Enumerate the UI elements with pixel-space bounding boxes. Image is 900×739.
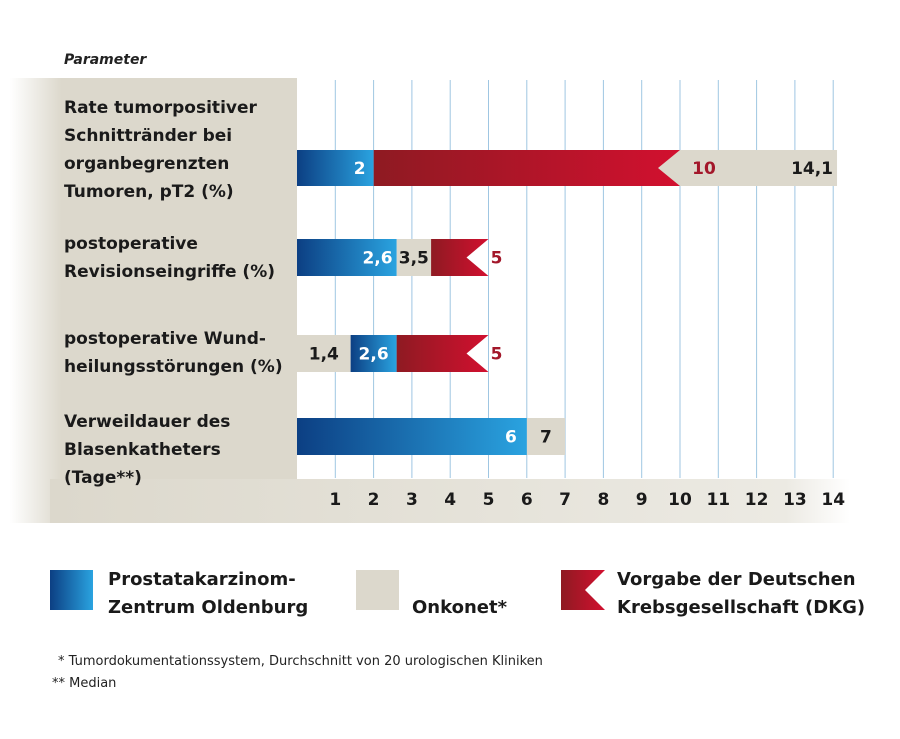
data-label-onkonet: 14,1: [791, 159, 833, 179]
category-label-2: postoperative Revisionseingriffe (%): [64, 230, 294, 286]
category-panel: [10, 78, 297, 523]
data-label-dkg: 5: [491, 345, 503, 365]
x-tick-labels: 1 2 3 4 5 6 7 8 9 10 11 12 13 14: [329, 490, 845, 510]
x-tick-label: 4: [444, 490, 456, 510]
data-label-onkonet: 1,4: [309, 345, 339, 365]
bar-onkonet: [297, 335, 351, 372]
x-tick-label: 7: [559, 490, 571, 510]
category-label-line: Verweildauer des: [64, 412, 231, 432]
x-tick-label: 11: [706, 490, 730, 510]
bar-onkonet: [396, 239, 432, 276]
category-label-line: Blasenkatheters (Tage**): [64, 440, 221, 488]
legend-swatch-oldenburg: [50, 570, 93, 610]
category-label-line: heilungsstörungen (%): [64, 357, 283, 377]
grid-lines: [334, 80, 834, 478]
legend-label-line: Vorgabe der Deutschen: [617, 569, 856, 590]
category-label-line: postoperative: [64, 234, 198, 254]
x-tick-label: 3: [406, 490, 418, 510]
category-label-line: postoperative Wund-: [64, 329, 266, 349]
category-label-1: Rate tumorpositiver Schnittränder bei or…: [64, 94, 294, 206]
legend-label-dkg: Vorgabe der Deutschen Krebsgesellschaft …: [617, 566, 865, 622]
data-label-onkonet: 3,5: [399, 249, 429, 269]
x-tick-label: 1: [329, 490, 341, 510]
legend-label-line: Zentrum Oldenburg: [108, 597, 309, 618]
category-label-line: organbegrenzten: [64, 154, 230, 174]
x-tick-label: 5: [483, 490, 495, 510]
category-label-line: Schnittränder bei: [64, 126, 233, 146]
data-label-oldenburg: 2,6: [359, 345, 389, 365]
x-tick-label: 9: [636, 490, 648, 510]
bar-onkonet: [526, 418, 566, 455]
legend-label-line: Krebsgesellschaft (DKG): [617, 597, 866, 618]
category-label-line: Rate tumorpositiver: [64, 98, 257, 118]
bar-oldenburg: [297, 239, 397, 276]
data-label-oldenburg: 2: [354, 159, 366, 179]
bar-dkg: [373, 150, 680, 186]
bar-oldenburg: [297, 150, 374, 186]
category-header: Parameter: [64, 52, 147, 68]
legend-label-line: Prostatakarzinom-: [108, 569, 296, 590]
legend-label-oldenburg: Prostatakarzinom- Zentrum Oldenburg: [108, 566, 308, 622]
legend-swatch-onkonet: [356, 570, 399, 610]
category-label-4: Verweildauer des Blasenkatheters (Tage**…: [64, 408, 294, 492]
data-label-oldenburg: 2,6: [362, 249, 392, 269]
bars-layer: 2 10 14,1 2,6 3,5 5 1,4 2,6 5 6 7: [297, 150, 838, 455]
category-label-line: Tumoren, pT2 (%): [64, 182, 234, 202]
x-tick-label: 14: [821, 490, 845, 510]
x-tick-label: 10: [668, 490, 692, 510]
footnote-1: * Tumordokumentationssystem, Durchschnit…: [58, 654, 543, 669]
x-tick-label: 6: [521, 490, 533, 510]
x-tick-label: 13: [783, 490, 807, 510]
bar-dkg: [396, 335, 489, 372]
category-label-line: Revisionseingriffe (%): [64, 262, 276, 282]
legend-swatches: [50, 570, 605, 610]
bar-dkg: [431, 239, 489, 276]
x-tick-label: 2: [368, 490, 380, 510]
data-label-dkg: 5: [491, 249, 503, 269]
x-axis-band: [50, 479, 850, 523]
data-label-onkonet: 7: [540, 428, 552, 448]
x-tick-label: 8: [597, 490, 609, 510]
data-label-dkg: 10: [692, 159, 716, 179]
category-label-3: postoperative Wund- heilungsstörungen (%…: [64, 325, 294, 381]
footnote-2: ** Median: [52, 676, 117, 691]
x-tick-label: 12: [745, 490, 769, 510]
legend-swatch-dkg: [561, 570, 605, 610]
legend-label-line: Onkonet*: [412, 597, 508, 618]
data-label-oldenburg: 6: [505, 428, 517, 448]
bar-oldenburg: [297, 418, 527, 455]
legend-label-onkonet: Onkonet*: [412, 594, 507, 622]
bar-oldenburg: [350, 335, 397, 372]
